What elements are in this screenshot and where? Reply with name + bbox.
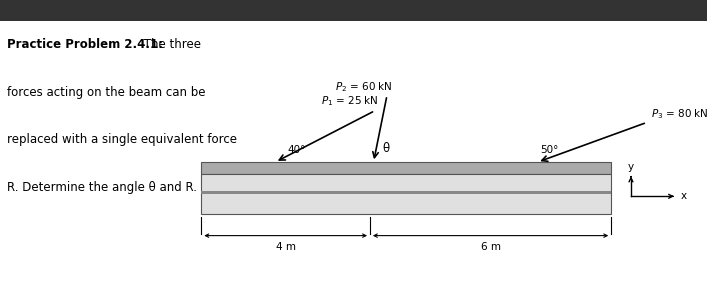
- Text: 50°: 50°: [540, 145, 559, 155]
- Bar: [202, 162, 611, 174]
- Text: $P_3$ = 80 kN: $P_3$ = 80 kN: [650, 107, 708, 121]
- Text: y: y: [628, 162, 634, 172]
- Text: $P_1$ = 25 kN: $P_1$ = 25 kN: [321, 94, 379, 107]
- Text: replaced with a single equivalent force: replaced with a single equivalent force: [7, 133, 237, 146]
- Text: 40°: 40°: [288, 145, 306, 155]
- Text: The three: The three: [140, 38, 201, 51]
- Bar: [202, 174, 611, 214]
- Text: Practice Problem 2.4.1:: Practice Problem 2.4.1:: [7, 38, 163, 51]
- Text: x: x: [680, 191, 687, 201]
- Text: 4 m: 4 m: [276, 242, 296, 252]
- Text: θ: θ: [382, 143, 389, 155]
- Text: 6 m: 6 m: [480, 242, 500, 252]
- Text: $P_2$ = 60 kN: $P_2$ = 60 kN: [335, 80, 392, 94]
- Bar: [202, 191, 611, 193]
- Text: forces acting on the beam can be: forces acting on the beam can be: [7, 86, 206, 99]
- Text: R. Determine the angle θ and R.: R. Determine the angle θ and R.: [7, 181, 197, 193]
- Bar: [0, 0, 706, 21]
